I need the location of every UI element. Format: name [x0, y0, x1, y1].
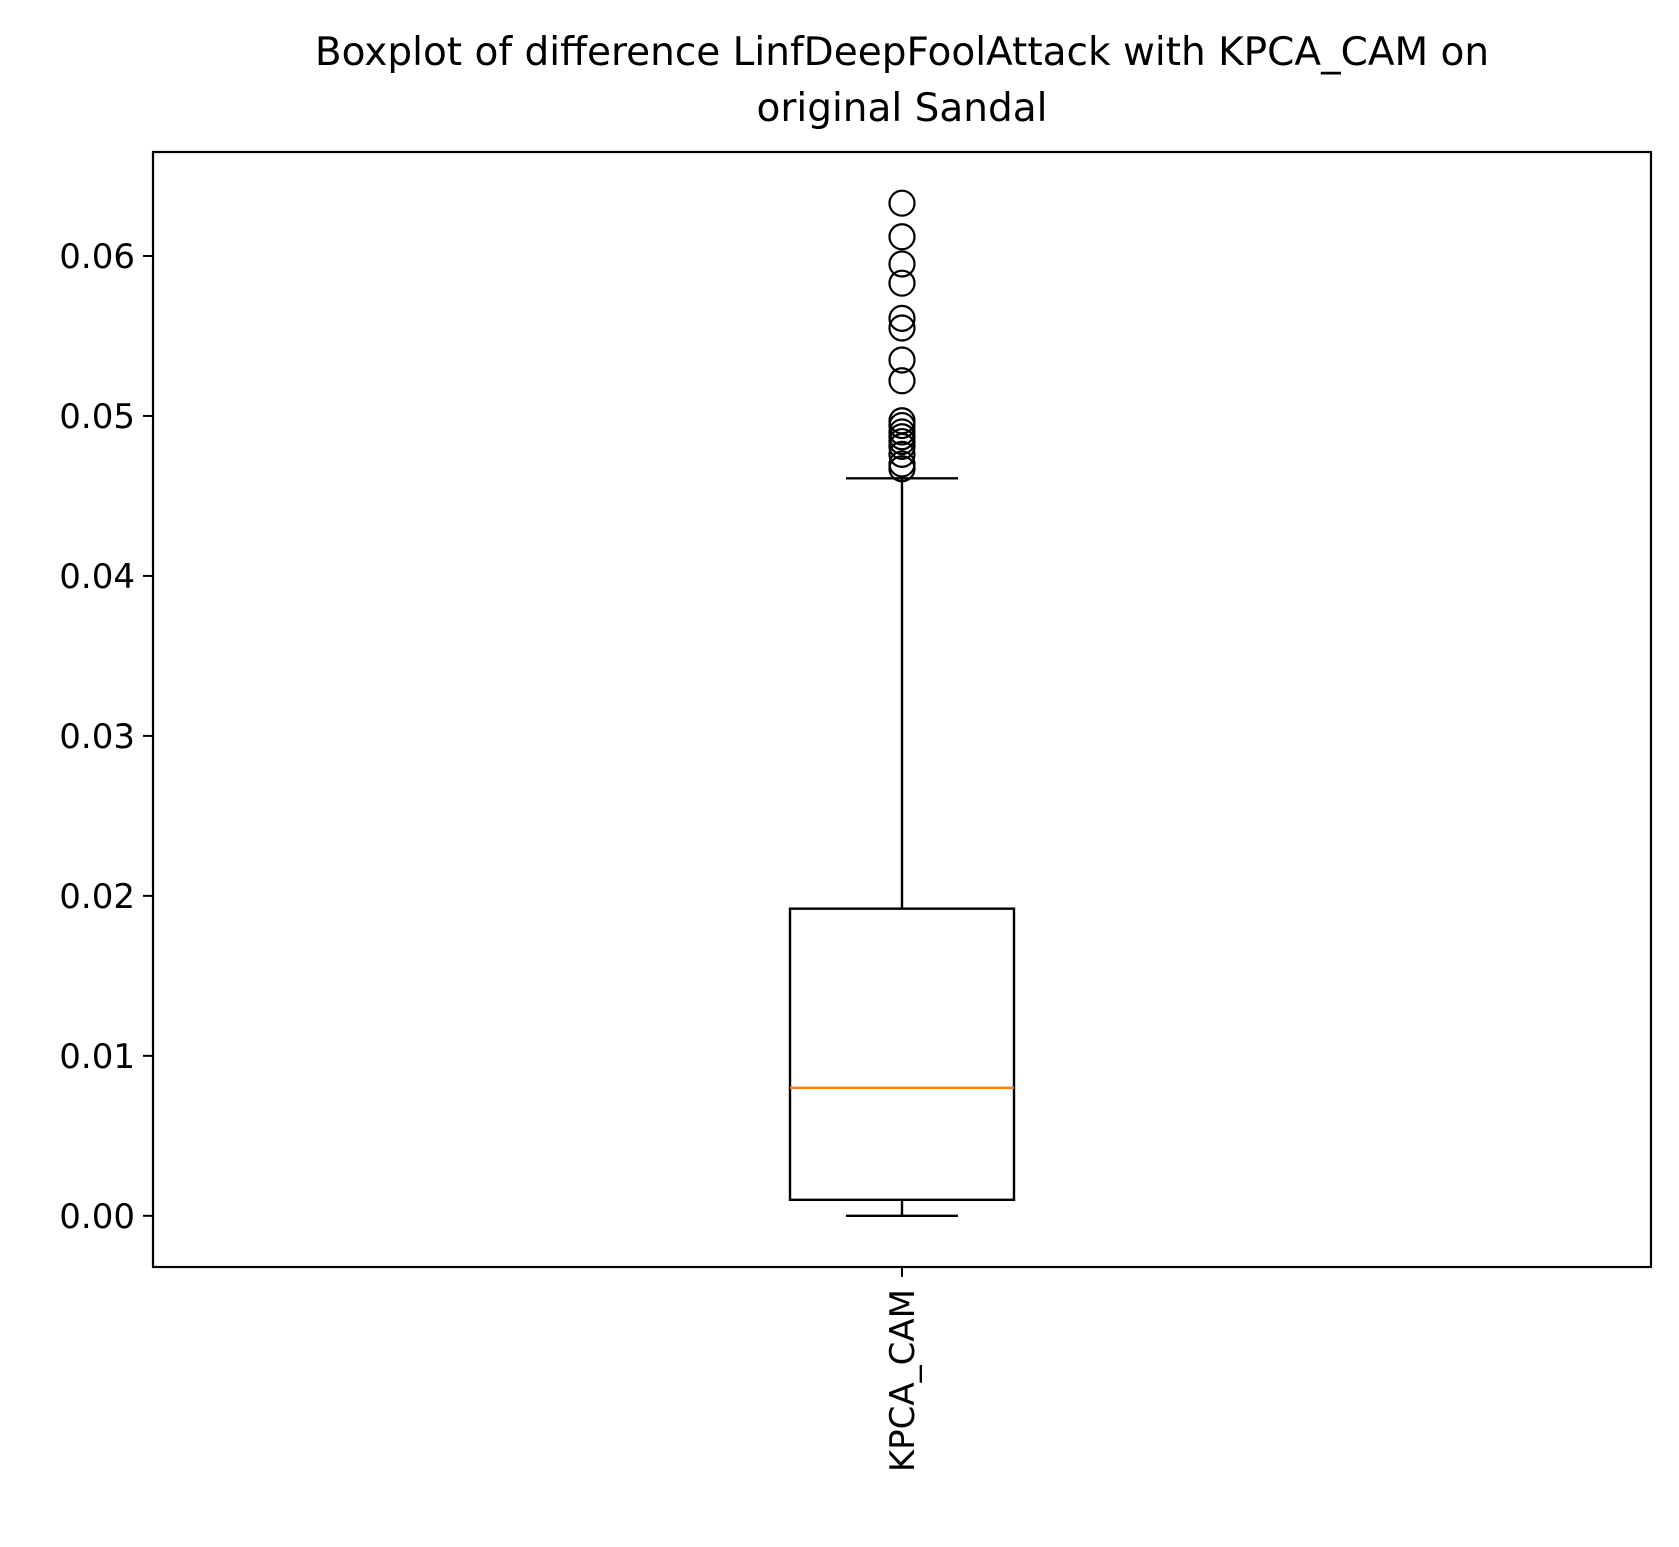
outlier-point — [888, 250, 916, 278]
plot-area — [788, 189, 1016, 1218]
x-axis-ticks: KPCA_CAM — [883, 1267, 923, 1472]
y-tick-label: 0.06 — [59, 237, 135, 277]
outlier-point — [888, 450, 916, 478]
axes-frame — [151, 150, 1653, 1269]
y-tick-label: 0.04 — [59, 557, 135, 597]
outlier-point — [888, 367, 916, 395]
y-tick-label: 0.01 — [59, 1037, 135, 1077]
y-axis-ticks: 0.00 0.01 0.02 0.03 0.04 0.05 0.06 — [59, 237, 153, 1237]
outlier-point — [888, 418, 916, 446]
y-tick-label: 0.03 — [59, 717, 135, 757]
y-tick-label: 0.00 — [59, 1197, 135, 1237]
outlier-point — [888, 314, 916, 342]
outlier-point — [888, 304, 916, 332]
chart-title-line: original Sandal — [756, 86, 1047, 131]
outlier-point — [888, 407, 916, 435]
y-tick-label: 0.02 — [59, 877, 135, 917]
outlier-point — [888, 223, 916, 251]
outlier-point — [888, 440, 916, 468]
box-iqr — [788, 907, 1016, 1202]
outlier-point — [888, 346, 916, 374]
chart-title: Boxplot of difference LinfDeepFoolAttack… — [315, 30, 1489, 131]
x-tick-label: KPCA_CAM — [883, 1289, 923, 1472]
y-tick-label: 0.05 — [59, 397, 135, 437]
outlier-point — [888, 269, 916, 297]
outlier-point — [888, 189, 916, 217]
chart-title-line: Boxplot of difference LinfDeepFoolAttack… — [315, 30, 1489, 75]
